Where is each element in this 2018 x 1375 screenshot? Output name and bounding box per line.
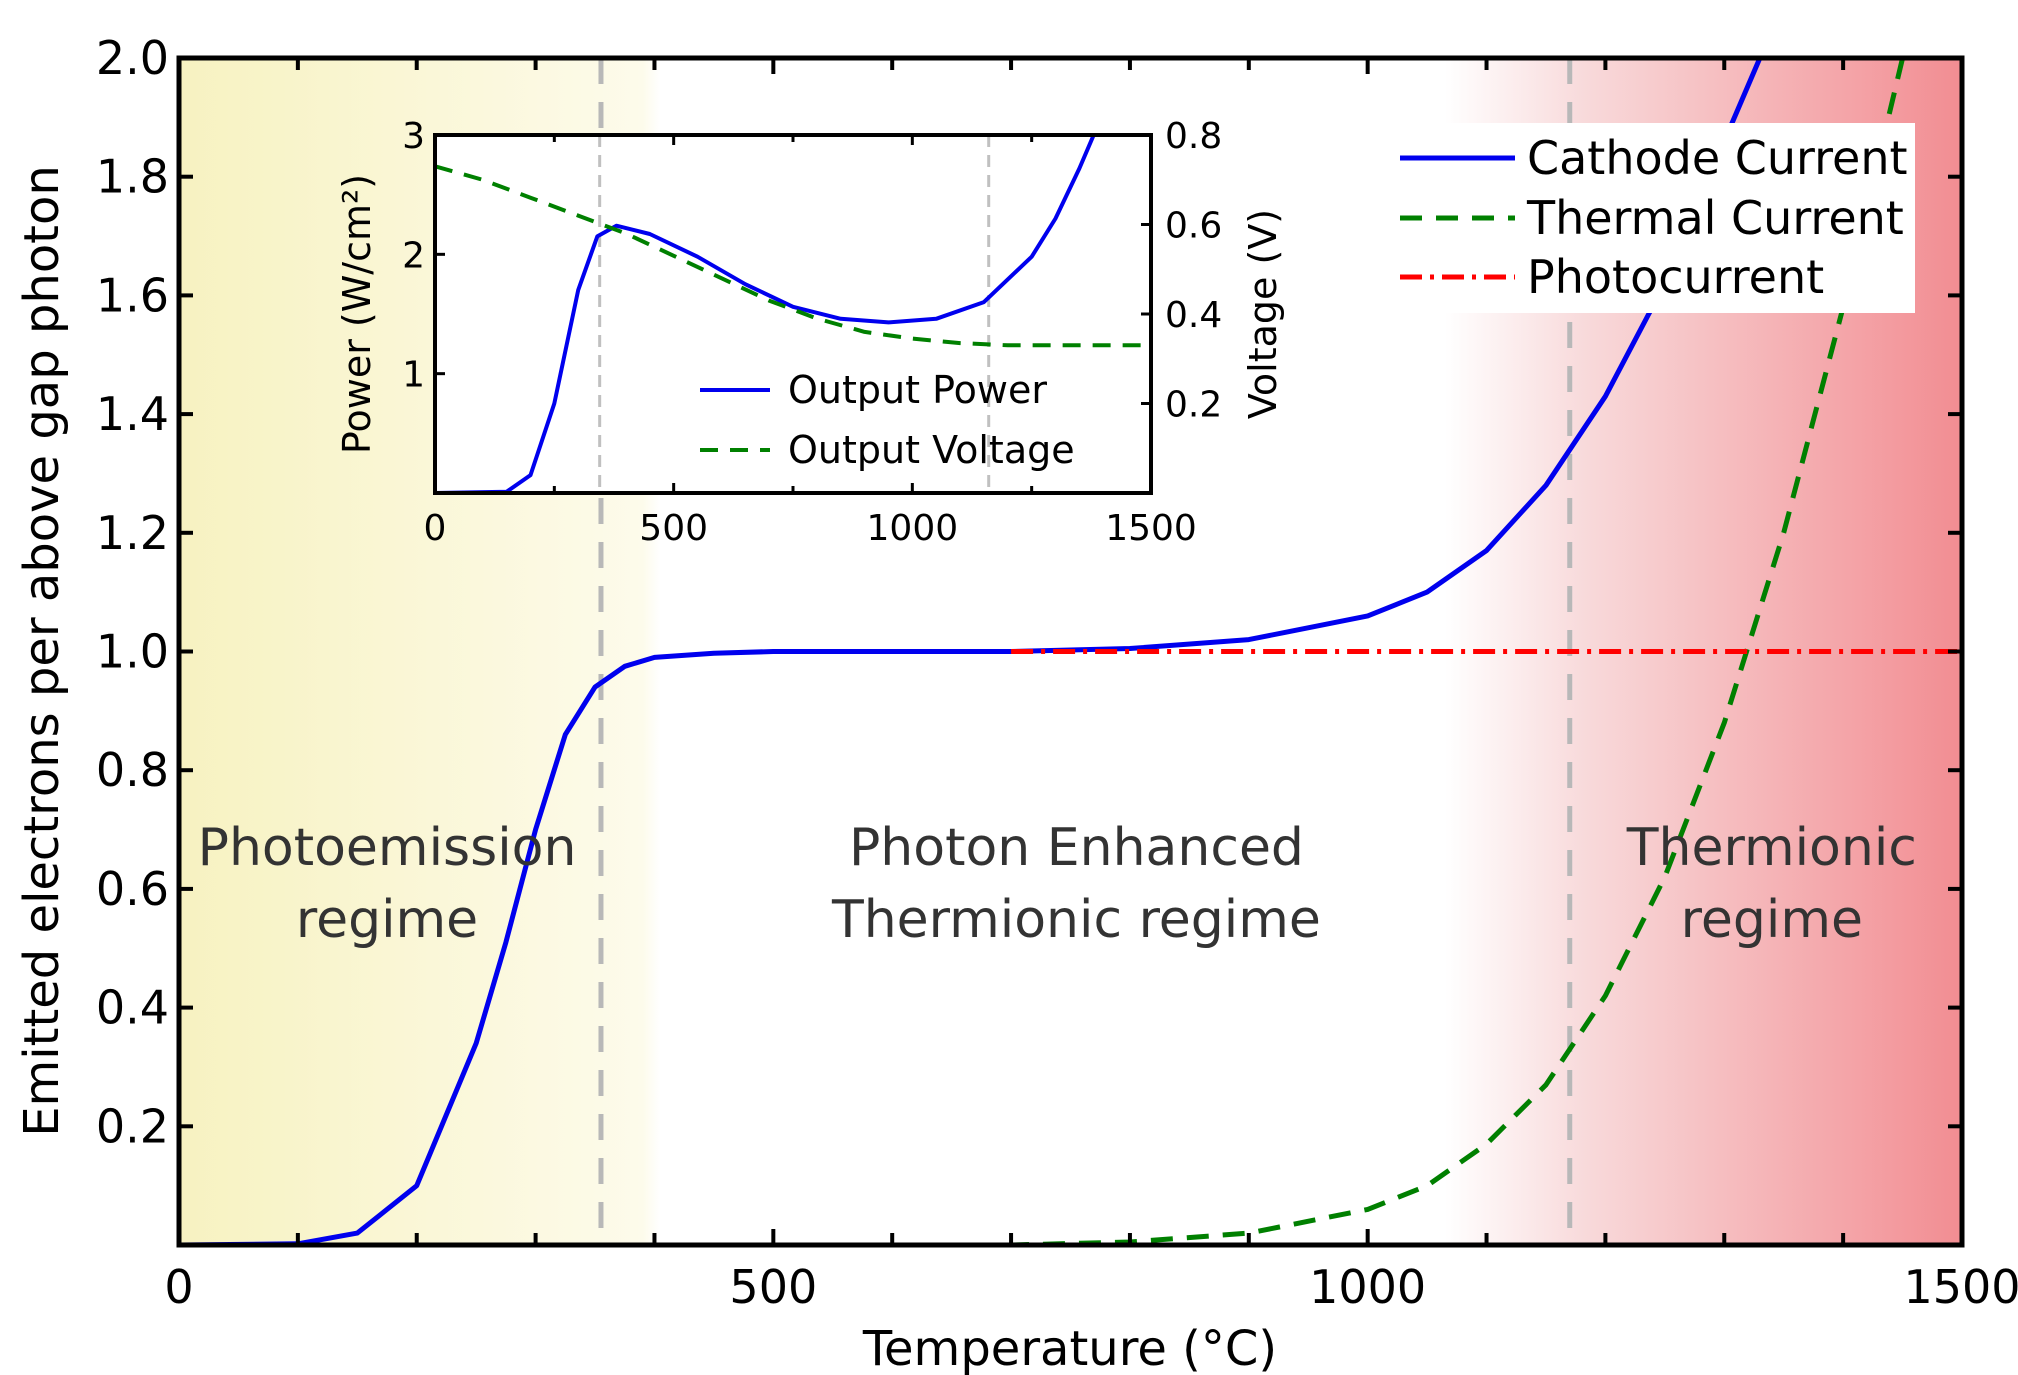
inset-ticks: 0 500 1000 1500 1 2 3 0.2 0.4 0.6 0.8 bbox=[402, 116, 1222, 549]
region-label-3: Thermionic regime bbox=[1626, 818, 1917, 950]
inset-series-output-power bbox=[435, 135, 1096, 493]
series-cathode-current bbox=[179, 58, 1763, 1245]
series-thermal-current bbox=[179, 58, 1906, 1245]
inset-x-tick-label: 1000 bbox=[867, 508, 959, 549]
inset-x-tick-label: 1500 bbox=[1105, 508, 1197, 549]
y-tick-label: 0.4 bbox=[96, 981, 169, 1035]
y-tick-label: 1.8 bbox=[96, 150, 169, 204]
inset-chart: 0 500 1000 1500 1 2 3 0.2 0.4 0.6 0.8 Power (W/cm²… bbox=[335, 116, 1285, 549]
legend-label-thermal-current: Thermal Current bbox=[1526, 191, 1904, 245]
region-labels: Photoemission regime Photon Enhanced Thermi… bbox=[198, 818, 1917, 950]
inset-legend-label-output-voltage: Output Voltage bbox=[788, 428, 1075, 472]
y-tick-label: 0.6 bbox=[96, 862, 169, 916]
x-axis-title: Temperature (°C) bbox=[862, 1321, 1277, 1375]
x-tick-label: 500 bbox=[729, 1260, 817, 1314]
y-tick-label: 1.0 bbox=[96, 625, 169, 679]
legend-label-photocurrent: Photocurrent bbox=[1527, 250, 1824, 304]
main-series-group bbox=[179, 58, 1962, 1245]
legend-label-cathode-current: Cathode Current bbox=[1527, 131, 1908, 185]
inset-series-output-voltage bbox=[435, 164, 1151, 348]
y-tick-label: 1.6 bbox=[96, 268, 169, 322]
main-ticks: 0 500 1000 15000.20.40.60.81.01.21.41.61.82… bbox=[96, 31, 2018, 1314]
y-tick-label: 1.2 bbox=[96, 506, 169, 560]
x-tick-label: 1000 bbox=[1309, 1260, 1426, 1314]
inset-y-tick-label-right: 0.8 bbox=[1165, 116, 1222, 157]
x-tick-label: 0 bbox=[164, 1260, 193, 1314]
y-axis-title: Emitted electrons per above gap photon bbox=[14, 165, 70, 1137]
inset-y-tick-label-right: 0.2 bbox=[1165, 385, 1222, 426]
inset-x-tick-label: 500 bbox=[639, 508, 708, 549]
region-label-2: Photon Enhanced Thermionic regime bbox=[831, 818, 1321, 950]
inset-legend: Output Power Output Voltage bbox=[700, 368, 1075, 472]
y-tick-label: 0.8 bbox=[96, 743, 169, 797]
main-legend: Cathode Current Thermal Current Photocur… bbox=[1395, 123, 1915, 313]
inset-y-tick-label-left: 2 bbox=[402, 235, 425, 276]
inset-y-tick-label-left: 1 bbox=[402, 355, 425, 396]
y-tick-label: 2.0 bbox=[96, 31, 169, 85]
inset-left-axis-title: Power (W/cm²) bbox=[335, 174, 379, 454]
x-tick-label: 1500 bbox=[1903, 1260, 2018, 1314]
y-tick-label: 0.2 bbox=[96, 1099, 169, 1153]
inset-y-tick-label-right: 0.4 bbox=[1165, 295, 1222, 336]
inset-right-axis-title: Voltage (V) bbox=[1241, 209, 1285, 419]
inset-y-tick-label-right: 0.6 bbox=[1165, 206, 1222, 247]
inset-legend-label-output-power: Output Power bbox=[788, 368, 1047, 412]
y-tick-label: 1.4 bbox=[96, 387, 169, 441]
inset-x-tick-label: 0 bbox=[424, 508, 447, 549]
inset-background bbox=[435, 135, 1151, 493]
inset-y-tick-label-left: 3 bbox=[402, 116, 425, 157]
region-label-1: Photoemission regime bbox=[198, 818, 577, 950]
inset-series-group bbox=[435, 135, 1151, 493]
